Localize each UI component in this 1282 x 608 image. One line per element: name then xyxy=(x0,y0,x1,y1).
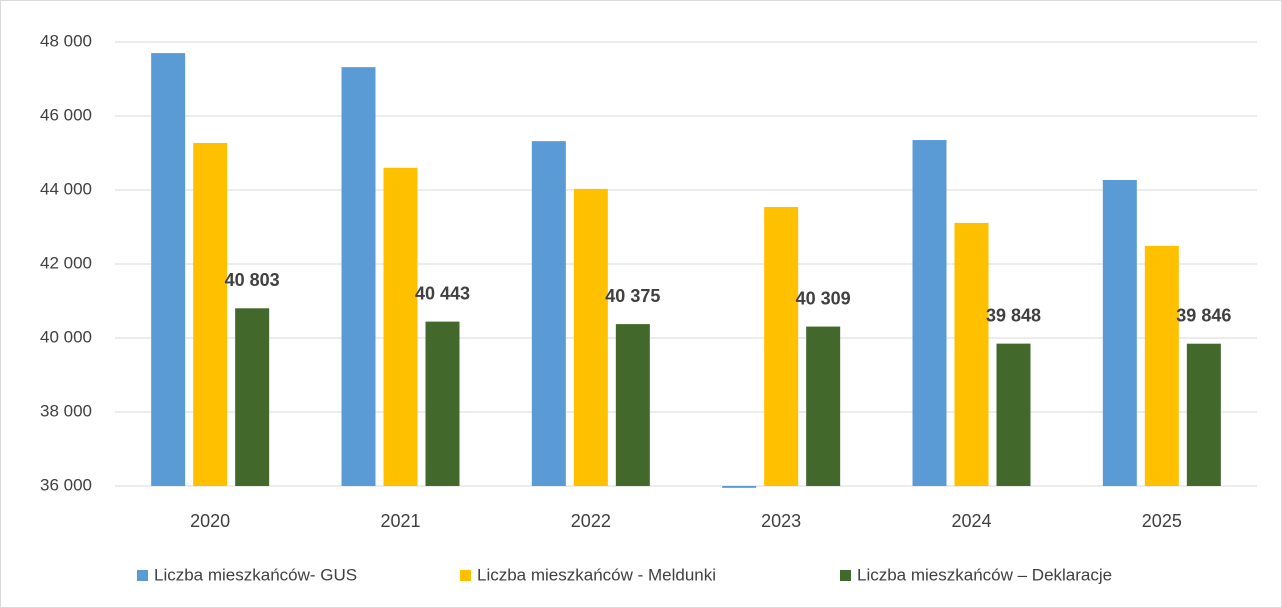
legend-swatch xyxy=(460,570,471,581)
bar xyxy=(1186,343,1221,486)
legend-label: Liczba mieszkańców – Deklaracje xyxy=(857,565,1112,584)
y-tick-label: 48 000 xyxy=(40,31,92,50)
y-tick-label: 38 000 xyxy=(40,401,92,420)
bar xyxy=(151,53,186,486)
x-tick-label: 2023 xyxy=(761,511,801,531)
y-tick-label: 46 000 xyxy=(40,105,92,124)
bar xyxy=(954,222,989,486)
y-tick-label: 42 000 xyxy=(40,253,92,272)
bar xyxy=(912,140,947,487)
data-label: 40 443 xyxy=(415,283,470,303)
bar xyxy=(615,324,650,486)
bar xyxy=(235,308,270,486)
bar xyxy=(996,343,1031,486)
bar xyxy=(425,321,460,486)
data-label: 40 309 xyxy=(796,288,851,308)
y-tick-label: 40 000 xyxy=(40,327,92,346)
data-label: 39 848 xyxy=(986,305,1041,325)
data-label: 40 375 xyxy=(605,286,660,306)
bar xyxy=(1102,180,1137,486)
legend-label: Liczba mieszkańców- GUS xyxy=(154,565,357,584)
bar xyxy=(531,141,566,486)
legend-swatch xyxy=(840,570,851,581)
y-tick-label: 44 000 xyxy=(40,179,92,198)
bar xyxy=(1144,245,1179,486)
x-tick-label: 2022 xyxy=(571,511,611,531)
bar xyxy=(341,67,376,486)
x-tick-label: 2025 xyxy=(1142,511,1182,531)
bar xyxy=(722,486,757,488)
bar xyxy=(383,167,418,487)
data-label: 40 803 xyxy=(225,270,280,290)
legend-label: Liczba mieszkańców - Meldunki xyxy=(477,565,716,584)
x-tick-label: 2020 xyxy=(190,511,230,531)
data-label: 39 846 xyxy=(1176,305,1231,325)
y-tick-label: 36 000 xyxy=(40,475,92,494)
bar xyxy=(806,326,841,486)
bar xyxy=(764,207,799,486)
x-tick-label: 2024 xyxy=(951,511,991,531)
bar xyxy=(193,143,228,486)
bar xyxy=(573,188,608,486)
x-tick-label: 2021 xyxy=(380,511,420,531)
legend-swatch xyxy=(137,570,148,581)
